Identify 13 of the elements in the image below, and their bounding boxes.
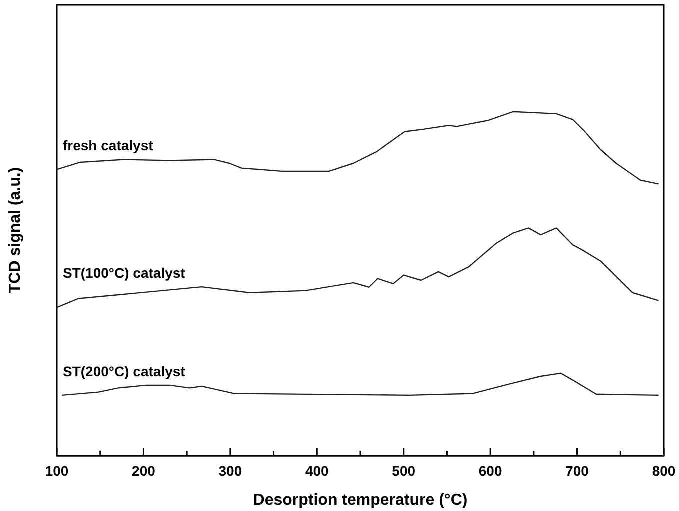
y-axis-title: TCD signal (a.u.)	[7, 167, 24, 294]
x-tick-label: 700	[566, 462, 590, 479]
x-tick-label: 200	[132, 462, 156, 479]
series-label: ST(200°C) catalyst	[63, 363, 186, 380]
x-axis-title: Desorption temperature (°C)	[253, 492, 468, 509]
x-tick-label: 500	[392, 462, 416, 479]
x-tick-label: 300	[218, 462, 242, 479]
series-label: ST(100°C) catalyst	[63, 265, 186, 282]
series-label: fresh catalyst	[63, 138, 154, 154]
x-tick-label: 400	[305, 462, 330, 479]
x-tick-label: 600	[478, 462, 502, 479]
x-tick-label: 800	[652, 462, 676, 479]
x-tick-label: 100	[45, 462, 69, 479]
